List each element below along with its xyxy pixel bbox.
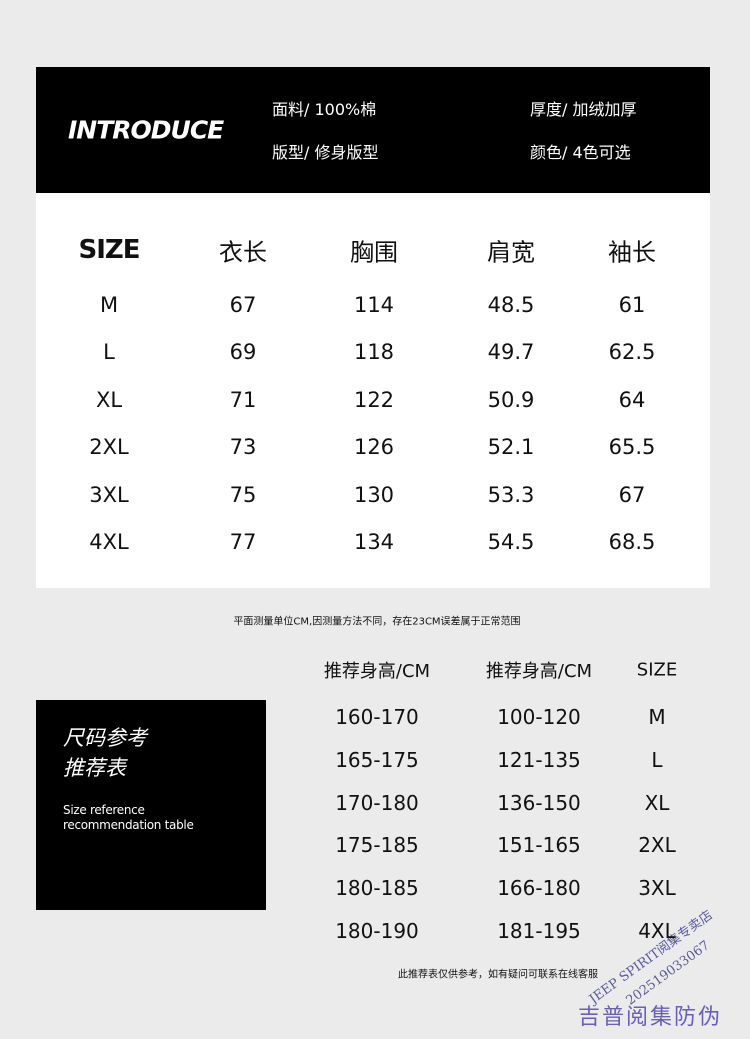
header-spec: 颜色/ 4色可选: [530, 143, 631, 162]
size-cell: 114: [353, 293, 395, 317]
size-header: 胸围: [350, 238, 398, 267]
recommend-cell: 3XL: [638, 876, 676, 901]
recommend-header: 推荐身高/CM: [323, 661, 431, 682]
header-panel: [36, 67, 710, 193]
size-cell: 75: [229, 482, 257, 507]
size-cell: 50.9: [487, 387, 535, 412]
size-cell: 68.5: [608, 530, 656, 554]
recommend-cell: 181-195: [497, 919, 581, 943]
recommend-panel: [36, 700, 266, 910]
recommend-cell: 100-120: [497, 705, 581, 729]
recommend-header: SIZE: [636, 659, 678, 681]
size-cell: M: [99, 293, 119, 317]
recommend-header: 推荐身高/CM: [485, 661, 593, 682]
size-cell: 3XL: [89, 482, 129, 507]
size-cell: 52.1: [487, 435, 535, 460]
size-cell: 65.5: [608, 435, 656, 460]
recommend-cell: 151-165: [497, 833, 581, 858]
size-cell: 69: [229, 340, 257, 365]
size-cell: 49.7: [487, 340, 535, 365]
size-cell: 71: [229, 387, 257, 412]
size-cell: 53.3: [487, 482, 535, 507]
size-cell: 126: [353, 435, 395, 460]
size-cell: L: [103, 340, 115, 365]
recommend-cell: 4XL: [638, 919, 676, 943]
size-header: 肩宽: [487, 238, 535, 267]
recommend-subtitle: recommendation table: [63, 818, 194, 832]
size-cell: 67: [618, 482, 646, 507]
measure-note: 平面测量单位CM,因测量方法不同，存在23CM误差属于正常范围: [233, 616, 521, 628]
recommend-cell: 2XL: [638, 833, 676, 858]
size-cell: 118: [353, 340, 395, 365]
header-title: INTRODUCE: [68, 115, 224, 145]
recommend-subtitle: Size reference: [63, 803, 145, 817]
header-spec: 版型/ 修身版型: [272, 143, 379, 162]
recommend-title: 尺码参考: [63, 726, 147, 750]
recommend-title: 推荐表: [63, 756, 126, 780]
recommend-cell: XL: [644, 790, 670, 815]
recommend-cell: 136-150: [497, 790, 581, 815]
size-panel: [36, 193, 710, 588]
recommend-cell: 160-170: [335, 705, 419, 729]
watermark-brand: 吉普阅集防伪: [577, 1005, 723, 1030]
recommend-cell: 175-185: [335, 833, 419, 858]
size-cell: 67: [229, 293, 257, 317]
size-cell: 48.5: [487, 293, 535, 317]
recommend-cell: 170-180: [335, 790, 419, 815]
size-cell: 61: [618, 293, 646, 317]
recommend-cell: M: [648, 705, 666, 729]
size-cell: 73: [229, 435, 257, 460]
header-spec: 厚度/ 加绒加厚: [530, 100, 637, 119]
recommend-cell: 180-185: [335, 876, 419, 901]
size-cell: 54.5: [487, 530, 535, 554]
size-cell: 4XL: [89, 530, 129, 554]
size-header: SIZE: [78, 235, 140, 265]
size-cell: XL: [95, 387, 123, 412]
size-cell: 130: [353, 482, 395, 507]
size-cell: 2XL: [89, 435, 129, 460]
header-spec: 面料/ 100%棉: [272, 100, 377, 119]
size-header: 衣长: [219, 238, 267, 267]
size-cell: 77: [229, 530, 257, 554]
size-cell: 134: [353, 530, 395, 554]
size-header: 袖长: [608, 238, 656, 267]
size-cell: 122: [353, 387, 395, 412]
footer-note: 此推荐表仅供参考，如有疑问可联系在线客服: [398, 969, 598, 981]
size-cell: 62.5: [608, 340, 656, 365]
recommend-cell: 180-190: [335, 919, 419, 943]
recommend-cell: 121-135: [497, 747, 581, 772]
recommend-cell: L: [651, 747, 663, 772]
size-cell: 64: [618, 387, 646, 412]
recommend-cell: 166-180: [497, 876, 581, 901]
recommend-cell: 165-175: [335, 747, 419, 772]
